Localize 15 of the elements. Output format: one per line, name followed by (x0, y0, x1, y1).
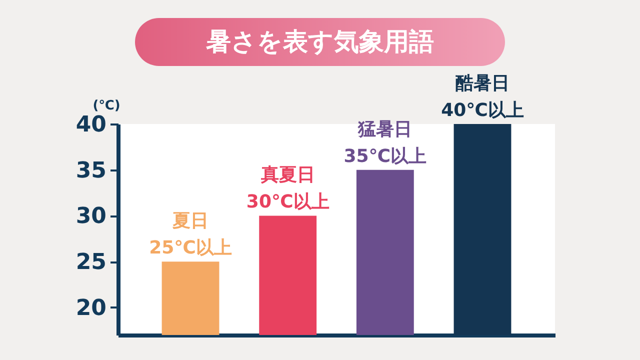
x-tick-label: 夏日 (172, 210, 209, 232)
y-tick-label: 20 (76, 296, 106, 321)
data-label: 35℃以上 (344, 146, 427, 167)
x-tick-label: 真夏日 (260, 164, 315, 186)
data-label: 40℃以上 (441, 100, 524, 121)
data-label: 25℃以上 (149, 238, 232, 259)
x-tick-label: 酷暑日 (455, 73, 510, 94)
y-tick-label: 40 (76, 112, 106, 138)
y-tick-label: 25 (76, 250, 106, 276)
x-tick-label: 猛暑日 (357, 118, 412, 140)
data-label: 30℃以上 (246, 192, 330, 213)
chart-title: 暑さを表す気象用語 (135, 18, 505, 66)
y-tick-label: 30 (76, 204, 106, 230)
y-tick-label: 35 (76, 158, 106, 184)
y-axis-title: (℃) (92, 98, 120, 114)
